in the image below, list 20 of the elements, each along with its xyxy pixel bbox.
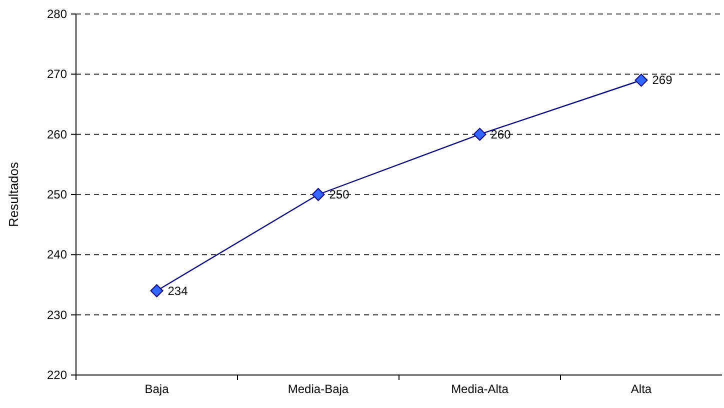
x-tick-label: Alta <box>630 382 652 396</box>
data-label: 260 <box>490 127 512 142</box>
y-tick-label: 280 <box>46 7 68 21</box>
x-tick-label: Media-Baja <box>288 382 349 396</box>
point <box>312 188 325 201</box>
y-tick-label: 270 <box>46 67 68 82</box>
x-tick-label: Baja <box>144 382 170 396</box>
y-tick-label: 220 <box>46 368 68 382</box>
y-tick-label: 250 <box>46 188 68 202</box>
y-tick-label: 230 <box>46 308 68 322</box>
data-label: 250 <box>329 188 350 202</box>
x-tick-label: Media-Alta <box>451 382 509 396</box>
data-label: 269 <box>652 73 673 88</box>
point <box>634 74 648 87</box>
y-tick-label: 240 <box>46 248 68 262</box>
y-axis-title: Resultados <box>6 161 21 228</box>
point <box>473 128 486 141</box>
data-label: 234 <box>168 284 188 298</box>
point <box>150 284 164 298</box>
y-tick-label: 260 <box>46 127 68 142</box>
